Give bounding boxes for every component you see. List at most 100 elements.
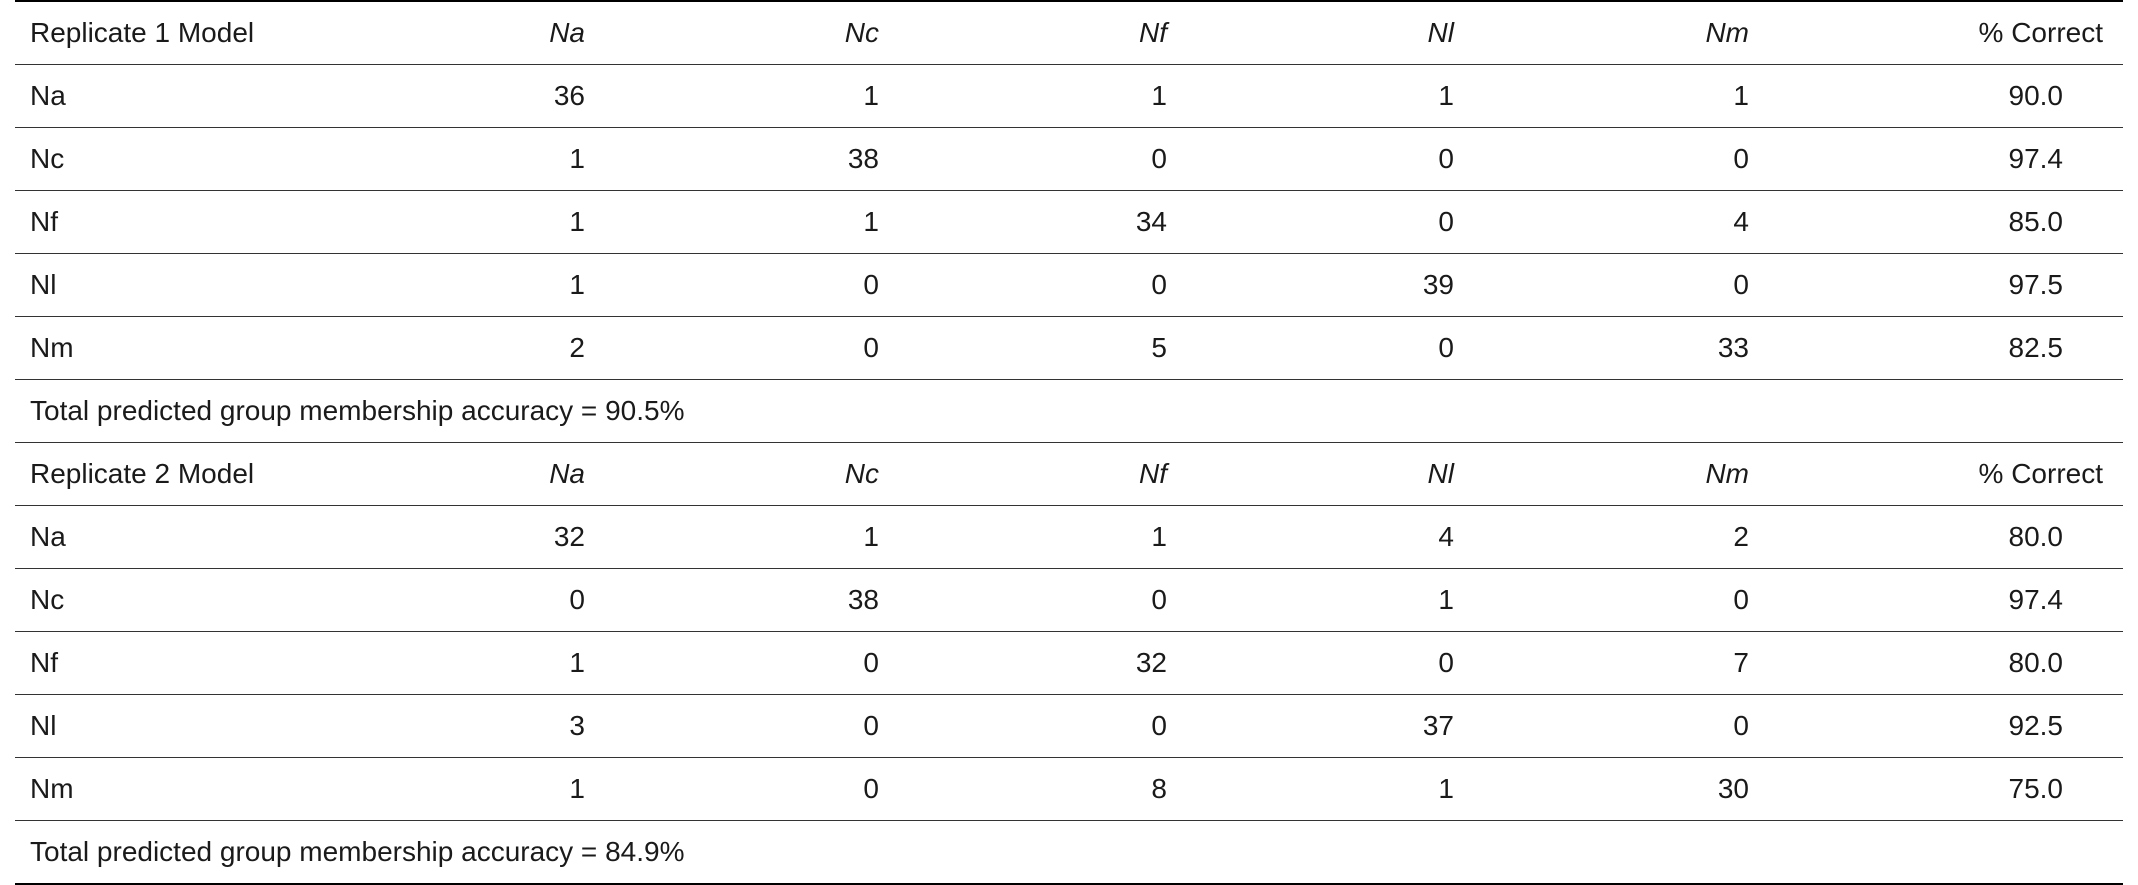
row-group-label: Na [15,64,430,128]
cell-nl: 37 [1167,694,1454,758]
column-header-nc: Nc [585,0,879,65]
column-header-nm: Nm [1454,0,1749,65]
column-header-nf: Nf [879,0,1167,65]
cell-nc: 38 [585,127,879,191]
cell-na: 1 [430,631,585,695]
column-header-na: Na [430,0,585,65]
table-row: Nf 1 1 34 0 4 85.0 [15,190,2123,254]
cell-na: 36 [430,64,585,128]
cell-nf: 0 [879,694,1167,758]
cell-nm: 2 [1454,505,1749,569]
percent-correct-cell: 92.5 [1749,694,2123,758]
cell-nm: 4 [1454,190,1749,254]
total-accuracy-text: Total predicted group membership accurac… [15,820,2123,885]
table-row: Nm 2 0 5 0 33 82.5 [15,316,2123,380]
cell-na: 1 [430,757,585,821]
cell-nc: 1 [585,505,879,569]
cell-nc: 38 [585,568,879,632]
classification-table: Replicate 1 Model Na Nc Nf Nl Nm% Correct Na 36… [15,0,2123,885]
cell-nc: 1 [585,64,879,128]
cell-nf: 1 [879,64,1167,128]
row-group-label: Nm [15,316,430,380]
table-row: Nc 0 38 0 1 0 97.4 [15,568,2123,632]
column-header-nl: Nl [1167,0,1454,65]
cell-na: 1 [430,253,585,317]
table-row: Nc 1 38 0 0 0 97.4 [15,127,2123,191]
cell-nm: 0 [1454,253,1749,317]
model-label: Replicate 2 Model [15,442,430,506]
column-header-nc: Nc [585,442,879,506]
percent-correct-cell: 82.5 [1749,316,2123,380]
percent-correct-cell: 97.5 [1749,253,2123,317]
cell-nm: 0 [1454,127,1749,191]
cell-nm: 0 [1454,694,1749,758]
cell-nm: 1 [1454,64,1749,128]
cell-nl: 39 [1167,253,1454,317]
table-row: Nl 1 0 0 39 0 97.5 [15,253,2123,317]
table-row: Nf 1 0 32 0 7 80.0 [15,631,2123,695]
percent-correct-header: % Correct [1749,442,2123,506]
cell-nf: 8 [879,757,1167,821]
cell-nl: 1 [1167,64,1454,128]
cell-nf: 1 [879,505,1167,569]
cell-nf: 0 [879,568,1167,632]
column-header-nl: Nl [1167,442,1454,506]
cell-na: 32 [430,505,585,569]
cell-nc: 1 [585,190,879,254]
replicate-2-total-row: Total predicted group membership accurac… [15,820,2123,885]
percent-correct-header: % Correct [1749,0,2123,65]
row-group-label: Nl [15,694,430,758]
row-group-label: Nc [15,127,430,191]
cell-nl: 1 [1167,568,1454,632]
cell-nc: 0 [585,757,879,821]
row-group-label: Na [15,505,430,569]
percent-correct-cell: 97.4 [1749,127,2123,191]
row-group-label: Nf [15,631,430,695]
percent-correct-cell: 90.0 [1749,64,2123,128]
total-accuracy-text: Total predicted group membership accurac… [15,379,2123,443]
row-group-label: Nf [15,190,430,254]
cell-nc: 0 [585,316,879,380]
cell-na: 2 [430,316,585,380]
table-row: Na 32 1 1 4 2 80.0 [15,505,2123,569]
column-header-nf: Nf [879,442,1167,506]
cell-nl: 0 [1167,631,1454,695]
cell-nc: 0 [585,694,879,758]
row-group-label: Nl [15,253,430,317]
cell-na: 0 [430,568,585,632]
column-header-na: Na [430,442,585,506]
cell-na: 3 [430,694,585,758]
cell-nl: 0 [1167,127,1454,191]
row-group-label: Nm [15,757,430,821]
table-row: Na 36 1 1 1 1 90.0 [15,64,2123,128]
cell-nm: 33 [1454,316,1749,380]
percent-correct-cell: 85.0 [1749,190,2123,254]
percent-correct-cell: 97.4 [1749,568,2123,632]
cell-nl: 0 [1167,190,1454,254]
cell-nm: 30 [1454,757,1749,821]
cell-nc: 0 [585,253,879,317]
cell-nl: 4 [1167,505,1454,569]
cell-nf: 0 [879,127,1167,191]
cell-nc: 0 [585,631,879,695]
percent-correct-cell: 80.0 [1749,631,2123,695]
table-row: Nl 3 0 0 37 0 92.5 [15,694,2123,758]
cell-nf: 34 [879,190,1167,254]
cell-na: 1 [430,127,585,191]
cell-nm: 0 [1454,568,1749,632]
table-body: Replicate 1 Model Na Nc Nf Nl Nm% Correct Na 36… [15,0,2123,885]
replicate-1-header-row: Replicate 1 Model Na Nc Nf Nl Nm% Correct [15,0,2123,65]
replicate-1-total-row: Total predicted group membership accurac… [15,379,2123,443]
cell-nf: 0 [879,253,1167,317]
cell-na: 1 [430,190,585,254]
row-group-label: Nc [15,568,430,632]
percent-correct-cell: 80.0 [1749,505,2123,569]
column-header-nm: Nm [1454,442,1749,506]
cell-nl: 0 [1167,316,1454,380]
cell-nf: 32 [879,631,1167,695]
cell-nm: 7 [1454,631,1749,695]
table-row: Nm 1 0 8 1 30 75.0 [15,757,2123,821]
percent-correct-cell: 75.0 [1749,757,2123,821]
cell-nf: 5 [879,316,1167,380]
